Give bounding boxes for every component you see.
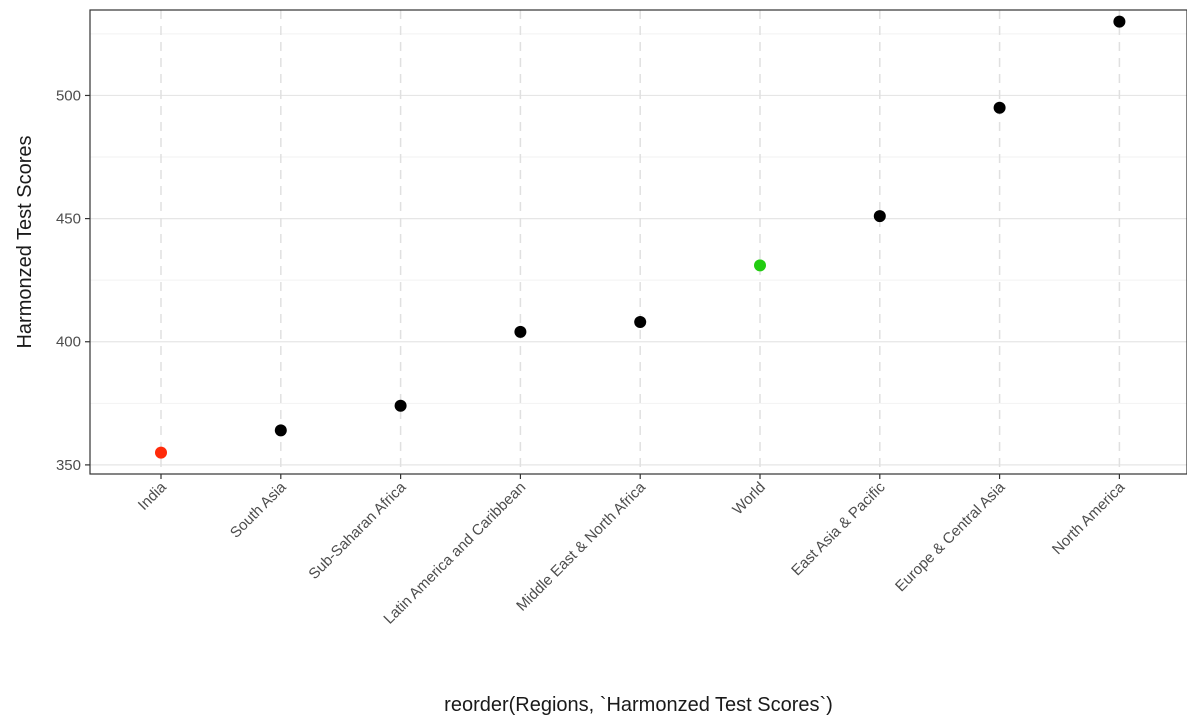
- x-axis-title: reorder(Regions, `Harmonzed Test Scores`…: [444, 694, 833, 716]
- x-tick-label: South Asia: [227, 478, 290, 541]
- data-point: [394, 399, 407, 412]
- data-point: [993, 101, 1006, 114]
- data-point: [634, 316, 647, 329]
- data-points: [155, 15, 1126, 459]
- y-tick-label: 350: [56, 457, 81, 474]
- data-point: [1113, 15, 1126, 28]
- data-point: [754, 259, 766, 272]
- x-tick-label: East Asia & Pacific: [788, 478, 889, 579]
- y-tick-label: 400: [56, 334, 81, 351]
- y-tick-label: 450: [56, 211, 81, 228]
- data-point: [514, 325, 527, 338]
- x-tick-label: Europe & Central Asia: [892, 478, 1009, 595]
- panel-border: [89, 9, 1187, 475]
- y-tick-label: 500: [56, 87, 81, 104]
- x-tick-label: North America: [1049, 478, 1129, 558]
- tick-labels: 350 400 450 500 India South Asia Sub-Saharan A…: [56, 87, 1129, 627]
- data-point: [155, 446, 167, 459]
- x-tick-label: India: [135, 478, 170, 513]
- x-tick-label: Sub-Saharan Africa: [305, 478, 409, 582]
- x-tick-label: World: [729, 479, 769, 519]
- y-axis-title: Harmonzed Test Scores: [14, 135, 36, 348]
- x-tick-label: Latin America and Caribbean: [380, 479, 529, 628]
- data-point: [873, 210, 886, 223]
- x-tick-label: Middle East & North Africa: [513, 478, 649, 614]
- grid-lines: [90, 10, 1187, 474]
- axis-ticks: [85, 94, 1121, 479]
- data-point: [274, 424, 287, 437]
